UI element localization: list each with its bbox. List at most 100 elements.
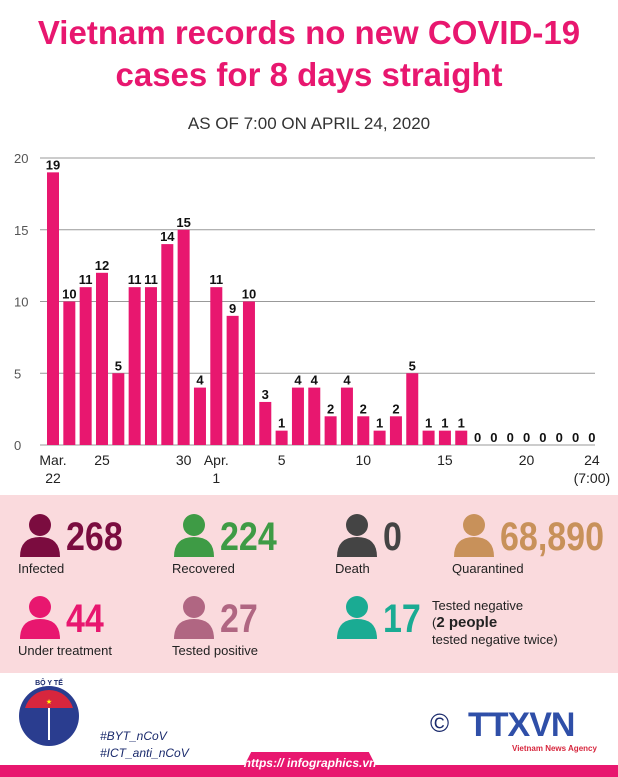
bar-value-label: 9: [229, 301, 236, 316]
bar-value-label: 1: [425, 416, 432, 431]
y-tick-label: 20: [14, 151, 28, 166]
bar: [357, 416, 370, 445]
bar: [422, 430, 435, 445]
bar: [193, 387, 206, 445]
person-icon: [20, 514, 60, 557]
x-tick-label: 24: [584, 452, 600, 468]
bar-value-label: 0: [572, 430, 579, 445]
stat-tested-negative: 17: [335, 595, 428, 639]
bar: [438, 430, 451, 445]
bar: [161, 244, 174, 445]
ttxvn-logo: TTXVN: [468, 706, 575, 744]
hashtag-ict: #ICT_anti_nCoV: [100, 746, 189, 760]
bar-value-label: 10: [242, 287, 256, 302]
bar-value-label: 2: [360, 401, 367, 416]
person-icon: [20, 596, 60, 639]
person-icon: [174, 596, 214, 639]
bar: [112, 373, 125, 445]
stat-label: Recovered: [172, 561, 235, 576]
x-tick-label: Apr.: [204, 452, 229, 468]
svg-text:★: ★: [46, 698, 52, 706]
bar: [79, 287, 92, 445]
bar: [324, 416, 337, 445]
bar: [373, 430, 386, 445]
bar-value-label: 1: [376, 416, 383, 431]
bar: [210, 287, 223, 445]
bar-value-label: 4: [196, 373, 204, 388]
svg-text:BỘ Y TẾ: BỘ Y TẾ: [35, 678, 63, 687]
bar: [95, 272, 108, 445]
x-tick-label: 10: [355, 452, 371, 468]
bar-value-label: 0: [523, 430, 530, 445]
title-line-2: cases for 8 days straight: [115, 56, 503, 93]
hashtag-byt: #BYT_nCoV: [100, 729, 167, 743]
bar-value-label: 0: [474, 430, 481, 445]
page-title: Vietnam records no new COVID-19 cases for…: [0, 12, 618, 96]
stat-label: Death: [335, 561, 370, 576]
tested-negative-label: Tested negative: [432, 598, 524, 613]
bar: [63, 301, 76, 445]
x-tick-label: 15: [437, 452, 453, 468]
two-people-label: 2 people: [436, 614, 498, 631]
website-link[interactable]: https:// infographics.vn: [240, 752, 380, 774]
bar-value-label: 12: [95, 258, 109, 273]
subtitle: AS OF 7:00 ON APRIL 24, 2020: [187, 114, 431, 133]
bar: [291, 387, 304, 445]
stat-value: 68,890: [500, 515, 604, 559]
bar-value-label: 0: [556, 430, 563, 445]
bar: [47, 172, 59, 445]
bar-value-label: 19: [46, 157, 60, 172]
y-tick-label: 10: [14, 295, 28, 310]
x-tick-label-line2: (7:00): [574, 470, 611, 486]
bar-value-label: 1: [278, 416, 285, 431]
hashtags: #BYT_nCoV #ICT_anti_nCoV: [100, 728, 189, 762]
tested-twice-label: tested negative twice): [432, 632, 558, 647]
stat-death: 0: [335, 513, 405, 557]
stat-label: Infected: [18, 561, 65, 576]
bar: [308, 387, 321, 445]
bar: [226, 315, 239, 445]
stat-recovered: 224: [172, 513, 287, 557]
bar: [275, 430, 288, 445]
person-icon: [337, 596, 377, 639]
bar-value-label: 15: [176, 215, 190, 230]
stat-value: 224: [220, 515, 277, 559]
y-tick-label: 0: [14, 438, 21, 453]
ministry-of-health-logo: ★ BỘ Y TẾ: [19, 678, 79, 746]
person-icon: [337, 514, 377, 557]
bar-value-label: 0: [539, 430, 546, 445]
bar-value-label: 0: [490, 430, 497, 445]
bar: [455, 430, 468, 445]
bar-value-label: 5: [409, 358, 416, 373]
bar-value-label: 2: [392, 401, 399, 416]
y-tick-label: 5: [14, 366, 21, 381]
bar-value-label: 5: [115, 358, 122, 373]
stat-label: Quarantined: [452, 561, 524, 576]
x-tick-label-line2: 1: [212, 470, 220, 486]
stat-tested-positive: 27: [172, 595, 265, 639]
stat-value: 44: [66, 597, 104, 641]
bar: [128, 287, 141, 445]
bar: [242, 301, 255, 445]
stat-under-treatment: 44: [18, 595, 111, 639]
x-tick-label-line2: 22: [45, 470, 61, 486]
bar: [389, 416, 402, 445]
stats-panel: 268 Infected 224 Recovered 0 Death 68,890 Quara…: [0, 495, 618, 673]
person-icon: [174, 514, 214, 557]
bar-value-label: 4: [311, 373, 319, 388]
footer: ★ BỘ Y TẾ #BYT_nCoV #ICT_anti_nCoV © TTXV…: [0, 670, 618, 777]
title-line-1: Vietnam records no new COVID-19: [37, 14, 581, 51]
bar: [259, 401, 272, 445]
bar-value-label: 2: [327, 401, 334, 416]
bar-value-label: 1: [458, 416, 465, 431]
x-tick-label: 5: [278, 452, 286, 468]
bar: [406, 373, 419, 445]
bar-value-label: 3: [262, 387, 269, 402]
bar-value-label: 0: [507, 430, 514, 445]
bar-value-label: 4: [343, 373, 351, 388]
bar: [177, 229, 190, 445]
agency-subtitle: Vietnam News Agency: [512, 744, 597, 753]
stat-infected: 268: [18, 513, 133, 557]
stat-value: 0: [383, 515, 402, 559]
